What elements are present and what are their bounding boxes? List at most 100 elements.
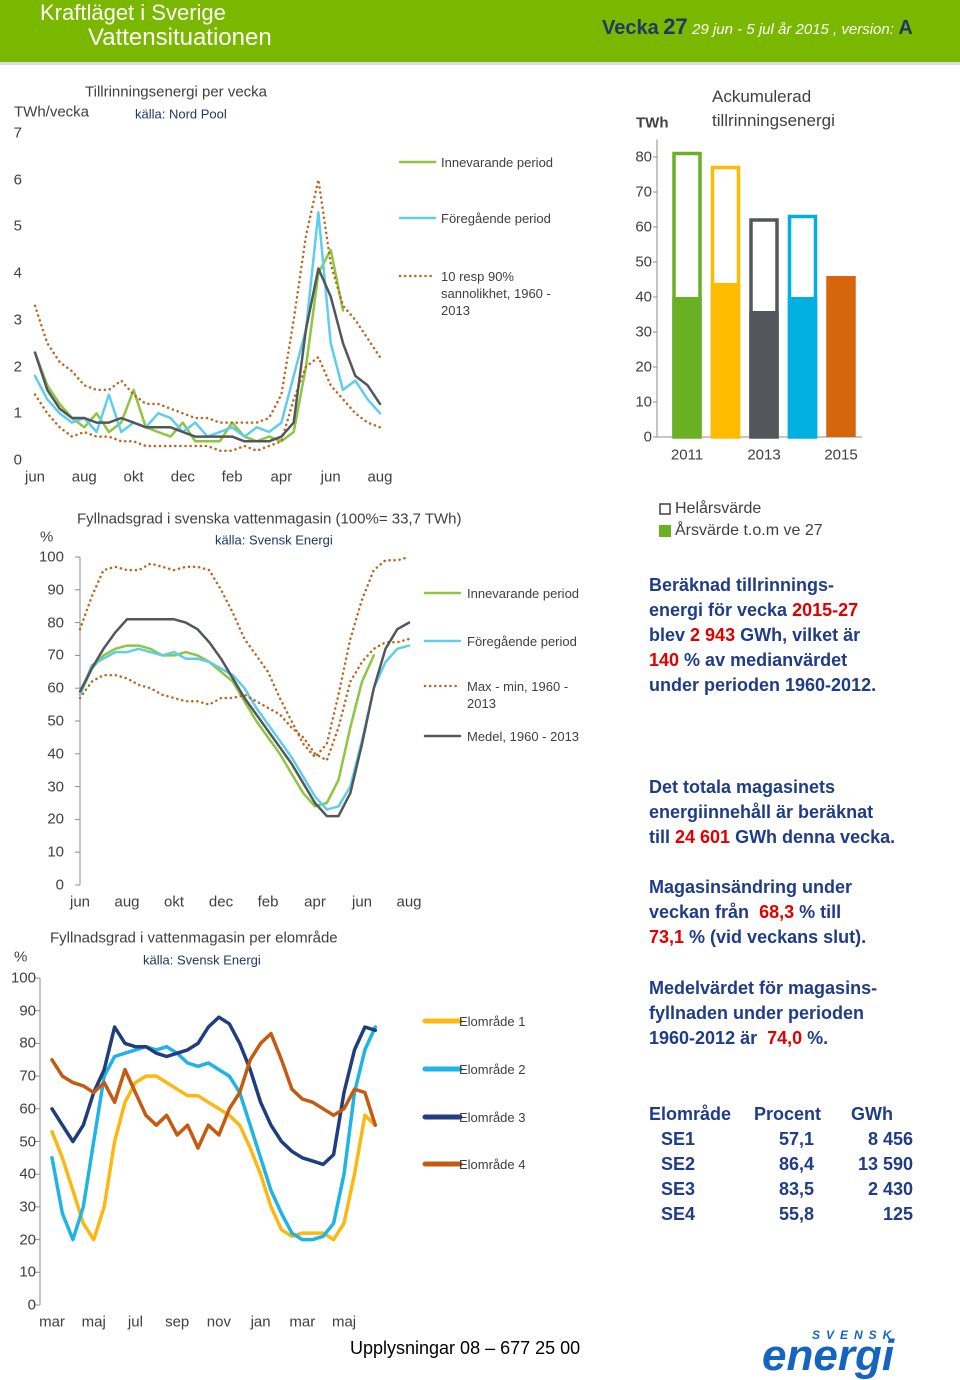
x-tick-label: jun bbox=[351, 893, 373, 911]
chart-source: källa: Nord Pool bbox=[135, 106, 227, 122]
y-tick-label: 80 bbox=[635, 148, 652, 166]
y-tick-label: 40 bbox=[19, 1165, 36, 1183]
x-tick-label: feb bbox=[257, 893, 279, 911]
logo: energi bbox=[762, 1331, 895, 1380]
header-bar bbox=[0, 0, 960, 62]
bar bbox=[710, 283, 741, 437]
week-number: 27 bbox=[663, 14, 688, 39]
chart-title: Tillrinningsenergi per vecka bbox=[85, 83, 268, 101]
note-text: GWh, vilket är bbox=[735, 625, 861, 645]
legend-label: Föregående period bbox=[441, 211, 551, 226]
note-text: fyllnaden under perioden bbox=[649, 1003, 865, 1023]
legend-label: 10 resp 90% sannolikhet, 1960 - 2013 bbox=[441, 269, 551, 318]
x-tick-label: aug bbox=[367, 468, 393, 486]
line-series bbox=[33, 211, 382, 438]
y-tick-label: 50 bbox=[635, 253, 652, 271]
y-axis-label: % bbox=[40, 528, 54, 546]
table-header: Elområde bbox=[649, 1104, 732, 1124]
y-tick-label: 90 bbox=[47, 581, 64, 599]
x-tick-label: nov bbox=[206, 1313, 231, 1331]
note-text: Magasinsändring under bbox=[649, 877, 853, 897]
note-text: blev bbox=[649, 625, 691, 645]
note-text: % till bbox=[794, 902, 842, 922]
y-tick-label: 30 bbox=[635, 323, 652, 341]
legend-label: Medel, 1960 - 2013 bbox=[467, 729, 580, 744]
legend-label: Innevarande period bbox=[467, 586, 580, 601]
note-line: 140 % av medianvärdet bbox=[649, 649, 847, 671]
y-tick-label: 10 bbox=[19, 1263, 36, 1281]
line-series bbox=[33, 248, 345, 443]
y-tick-label: 5 bbox=[13, 217, 22, 235]
line-series bbox=[78, 618, 411, 818]
note-line: energi för vecka 2015-27 bbox=[649, 599, 858, 621]
x-tick-label: mar bbox=[39, 1313, 65, 1331]
x-tick-label: jun bbox=[24, 468, 46, 486]
table-cell: 2 430 bbox=[867, 1179, 913, 1199]
bar bbox=[672, 297, 702, 437]
x-tick-label: okt bbox=[123, 468, 144, 486]
legend-label: Max - min, 1960 - 2013 bbox=[467, 679, 569, 711]
x-tick-label: 2015 bbox=[824, 446, 858, 464]
note-line: Det totala magasinets bbox=[649, 776, 835, 798]
line-series bbox=[50, 1015, 378, 1167]
y-tick-label: 70 bbox=[635, 183, 652, 201]
note-line: blev 2 943 GWh, vilket är bbox=[649, 624, 860, 646]
note-value: 68,3 bbox=[759, 902, 795, 922]
note-text: energiinnehåll är beräknat bbox=[649, 802, 874, 822]
y-tick-label: 0 bbox=[55, 876, 64, 894]
line-series bbox=[78, 644, 376, 808]
week-label: Vecka bbox=[602, 17, 659, 39]
legend-label: Föregående period bbox=[467, 634, 577, 649]
table-header: GWh bbox=[851, 1104, 893, 1124]
note-text: veckan från bbox=[649, 902, 760, 922]
note-line: energiinnehåll är beräknat bbox=[649, 801, 873, 823]
legend-swatch bbox=[659, 503, 671, 515]
chart-title: Fyllnadsgrad i vattenmagasin per elområd… bbox=[50, 929, 338, 947]
y-tick-label: 40 bbox=[47, 745, 64, 763]
x-tick-label: dec bbox=[208, 893, 234, 911]
y-tick-label: 4 bbox=[13, 264, 22, 282]
y-tick-label: 100 bbox=[10, 969, 36, 987]
header-subtitle: Vattensituationen bbox=[88, 24, 272, 51]
x-tick-label: aug bbox=[396, 893, 422, 911]
x-tick-label: aug bbox=[114, 893, 140, 911]
legend-label: Årsvärde t.o.m ve 27 bbox=[675, 521, 823, 539]
note-line: till 24 601 GWh denna vecka. bbox=[649, 826, 895, 848]
bar bbox=[749, 311, 779, 437]
legend-label: Innevarande period bbox=[441, 155, 554, 170]
y-tick-label: 100 bbox=[38, 548, 64, 566]
note-text: Medelvärdet för magasins- bbox=[649, 978, 878, 998]
note-value: 2015-27 bbox=[792, 600, 859, 620]
note-line: 1960-2012 är 74,0 %. bbox=[649, 1027, 828, 1049]
line-series bbox=[50, 1031, 378, 1150]
note-text: Beräknad tillrinnings- bbox=[649, 575, 835, 595]
x-tick-label: maj bbox=[331, 1313, 357, 1331]
note-line: under perioden 1960-2012. bbox=[649, 674, 876, 696]
chart-title: Fyllnadsgrad i svenska vattenmagasin (10… bbox=[77, 510, 462, 528]
y-tick-label: 20 bbox=[19, 1230, 36, 1248]
chart-source: källa: Svensk Energi bbox=[215, 532, 333, 548]
table-cell: 13 590 bbox=[857, 1154, 913, 1174]
y-tick-label: 30 bbox=[47, 777, 64, 795]
x-tick-label: aug bbox=[71, 468, 97, 486]
note-text: % (vid veckans slut). bbox=[684, 927, 867, 947]
y-tick-label: 0 bbox=[13, 451, 22, 469]
note-text: till bbox=[649, 827, 675, 847]
x-tick-label: jun bbox=[320, 468, 341, 486]
note-line: fyllnaden under perioden bbox=[649, 1002, 864, 1024]
dotted-line-series bbox=[33, 355, 382, 452]
table-header: Procent bbox=[754, 1104, 822, 1124]
x-tick-label: apr bbox=[304, 893, 326, 911]
y-axis-label: TWh bbox=[636, 114, 669, 132]
version: A bbox=[898, 17, 913, 39]
y-tick-label: 6 bbox=[13, 171, 22, 189]
table-cell: SE1 bbox=[661, 1129, 696, 1149]
x-tick-label: jun bbox=[69, 893, 91, 911]
y-tick-label: 3 bbox=[13, 311, 22, 329]
note-line: Magasinsändring under bbox=[649, 876, 852, 898]
note-line: 73,1 % (vid veckans slut). bbox=[649, 926, 866, 948]
line-series bbox=[33, 267, 382, 443]
